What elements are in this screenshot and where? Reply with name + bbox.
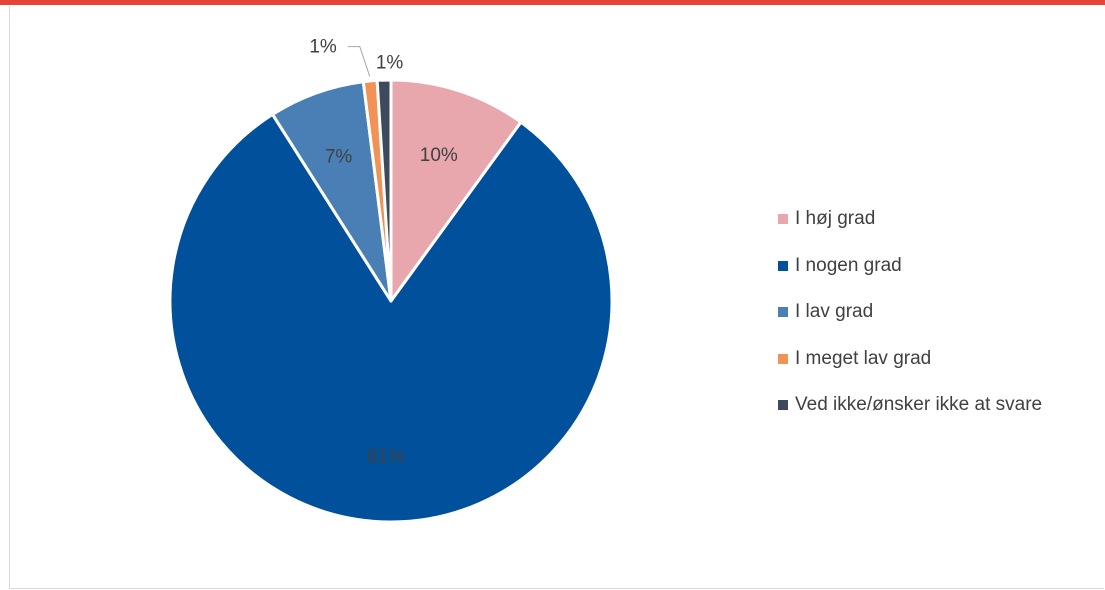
data-label: 7% [325,146,353,167]
legend-label: I meget lav grad [795,347,932,369]
data-label: 10% [420,145,458,166]
chart-frame [9,6,1104,589]
pie-slice [168,112,614,524]
legend-entry: I høj grad [778,196,1042,243]
legend-label: I lav grad [795,301,874,323]
legend-entry: I lav grad [778,289,1042,336]
leader-line [347,46,371,77]
chart-legend: I høj grad I nogen grad I lav grad I meget … [778,196,1042,429]
legend-swatch [778,214,788,225]
data-label: 1% [376,53,404,74]
legend-entry: I meget lav grad [778,336,1042,383]
legend-label: I høj grad [795,208,876,230]
legend-swatch [778,353,788,364]
data-label: 1% [309,37,337,58]
pie-slice [389,78,523,303]
data-label: 81% [367,447,405,468]
pie-slice [375,78,393,303]
legend-label: I nogen grad [795,254,902,276]
legend-label: Ved ikke/ønsker ikke at svare [795,394,1043,416]
legend-swatch [778,260,788,271]
legend-entry: I nogen grad [778,243,1042,290]
top-accent-rule [0,0,1105,5]
legend-swatch [778,307,788,318]
legend-swatch [778,400,788,411]
legend-entry: Ved ikke/ønsker ikke at svare [778,382,1042,429]
